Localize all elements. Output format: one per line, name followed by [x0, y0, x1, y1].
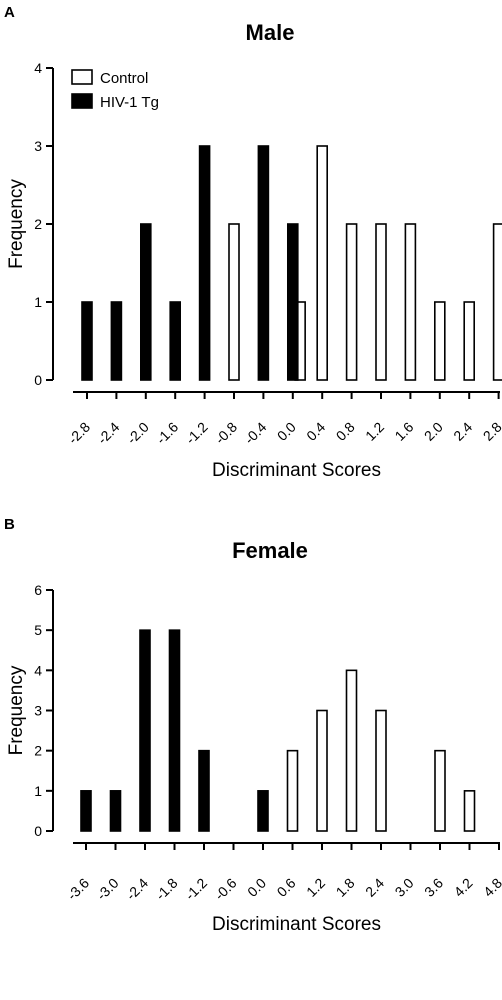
bar-male-control	[228, 223, 240, 381]
chart-panel-male: A Male 0 1 2 3 4 -2.8 -2.4 -2.0 -1.6 -1.2 -0.8 -0.4…	[4, 4, 502, 481]
chart-plot-male: 0 1 2 3 4 -2.8 -2.4 -2.0 -1.6 -1.2 -0.8 -0.4 0.0 0.4 0…	[6, 60, 502, 481]
x-tick-label-female: 3.0	[392, 875, 417, 900]
bar-male-control	[345, 223, 358, 381]
y-tick-label-male: 0	[34, 372, 42, 388]
x-tick-label-male: -0.8	[212, 419, 241, 448]
x-tick-label-male: -2.8	[65, 419, 94, 448]
y-tick-label-female: 3	[34, 703, 42, 719]
chart-plot-female: 0 1 2 3 4 5 6 -3.6 -3.0 -2.4 -1.8 -1.2 -0.6 0.0 0.6 1.2…	[6, 582, 502, 935]
x-tick-label-female: -1.2	[182, 875, 211, 904]
y-tick-label-male: 2	[34, 216, 42, 232]
bar-male-control	[492, 223, 502, 381]
x-tick-label-male: -2.0	[124, 419, 153, 448]
x-tick-label-male: -0.4	[241, 419, 270, 448]
x-tick-label-male: 2.4	[450, 419, 475, 444]
x-tick-label-male: -1.2	[182, 419, 211, 448]
x-axis-label-female: Discriminant Scores	[212, 914, 381, 935]
bar-female-hiv-1-tg	[80, 790, 92, 832]
x-tick-label-male: 2.0	[421, 419, 446, 444]
bar-female-control	[316, 709, 328, 832]
x-tick-label-female: 4.2	[451, 875, 476, 900]
bar-male-control	[404, 223, 417, 381]
x-tick-label-female: -0.6	[211, 875, 240, 904]
x-tick-label-female: 2.4	[362, 875, 387, 900]
bar-male-hiv-1-tg	[198, 145, 211, 381]
bar-female-control	[375, 709, 387, 832]
y-tick-label-female: 0	[34, 823, 42, 839]
chart-panel-female: B Female 0 1 2 3 4 5 6 -3.6 -3.0 -2.4 -1.8 -1.2 -0.6…	[0, 500, 502, 1000]
legend-swatch-hiv-1-tg	[71, 93, 93, 109]
y-tick-label-female: 4	[34, 662, 42, 678]
panel-letter-b: B	[4, 516, 15, 533]
x-tick-label-female: 4.8	[480, 875, 502, 900]
x-tick-label-female: -3.6	[64, 875, 93, 904]
bar-male-hiv-1-tg	[257, 145, 270, 381]
x-tick-label-female: -1.8	[152, 875, 181, 904]
x-tick-label-female: 1.8	[333, 875, 358, 900]
bar-male-control	[463, 301, 476, 381]
bar-female-control	[345, 669, 358, 832]
y-axis-label-female: Frequency	[6, 665, 27, 755]
bar-male-control	[316, 145, 329, 381]
bar-female-hiv-1-tg	[109, 790, 122, 832]
y-tick-label-female: 5	[34, 622, 42, 638]
x-tick-label-female: 0.0	[244, 875, 269, 900]
y-tick-label-female: 2	[34, 743, 42, 759]
x-tick-label-female: -3.0	[93, 875, 122, 904]
x-tick-label-female: 1.2	[303, 875, 328, 900]
y-tick-label-male: 3	[34, 138, 42, 154]
x-tick-label-male: -1.6	[153, 419, 182, 448]
bar-female-hiv-1-tg	[198, 749, 210, 832]
bar-male-control	[375, 223, 387, 381]
bar-female-control	[463, 790, 476, 832]
legend-swatch-control	[71, 69, 93, 85]
bar-male-hiv-1-tg	[286, 223, 299, 381]
bar-female-control	[286, 749, 299, 832]
y-tick-label-female: 6	[34, 582, 42, 598]
x-tick-label-male: -2.4	[94, 419, 123, 448]
y-axis-label-male: Frequency	[6, 179, 27, 269]
bar-male-hiv-1-tg	[110, 301, 123, 381]
bar-female-hiv-1-tg	[139, 629, 151, 832]
legend-label: HIV-1 Tg	[100, 94, 159, 111]
x-tick-label-female: 3.6	[421, 875, 446, 900]
chart-title-female: Female	[232, 538, 308, 563]
legend-label: Control	[100, 70, 148, 87]
bar-male-hiv-1-tg	[169, 301, 181, 381]
bar-female-hiv-1-tg	[257, 790, 269, 832]
x-axis-label-male: Discriminant Scores	[212, 460, 381, 481]
bar-female-control	[434, 749, 446, 832]
x-tick-label-female: -2.4	[123, 875, 152, 904]
x-tick-label-male: 0.4	[303, 419, 328, 444]
x-tick-label-male: 0.0	[274, 419, 299, 444]
x-tick-label-male: 0.8	[333, 419, 358, 444]
x-tick-label-male: 1.6	[391, 419, 416, 444]
bar-female-hiv-1-tg	[168, 629, 181, 832]
y-tick-label-male: 4	[34, 60, 42, 76]
y-tick-label-male: 1	[34, 294, 42, 310]
bar-male-hiv-1-tg	[81, 301, 93, 381]
bar-male-control	[433, 301, 446, 381]
panel-letter-a: A	[4, 4, 15, 21]
chart-title-male: Male	[245, 20, 295, 45]
x-tick-label-male: 1.2	[362, 419, 387, 444]
bar-male-hiv-1-tg	[140, 223, 152, 381]
x-tick-label-male: 2.8	[480, 419, 502, 444]
y-tick-label-female: 1	[34, 783, 42, 799]
x-tick-label-female: 0.6	[274, 875, 299, 900]
